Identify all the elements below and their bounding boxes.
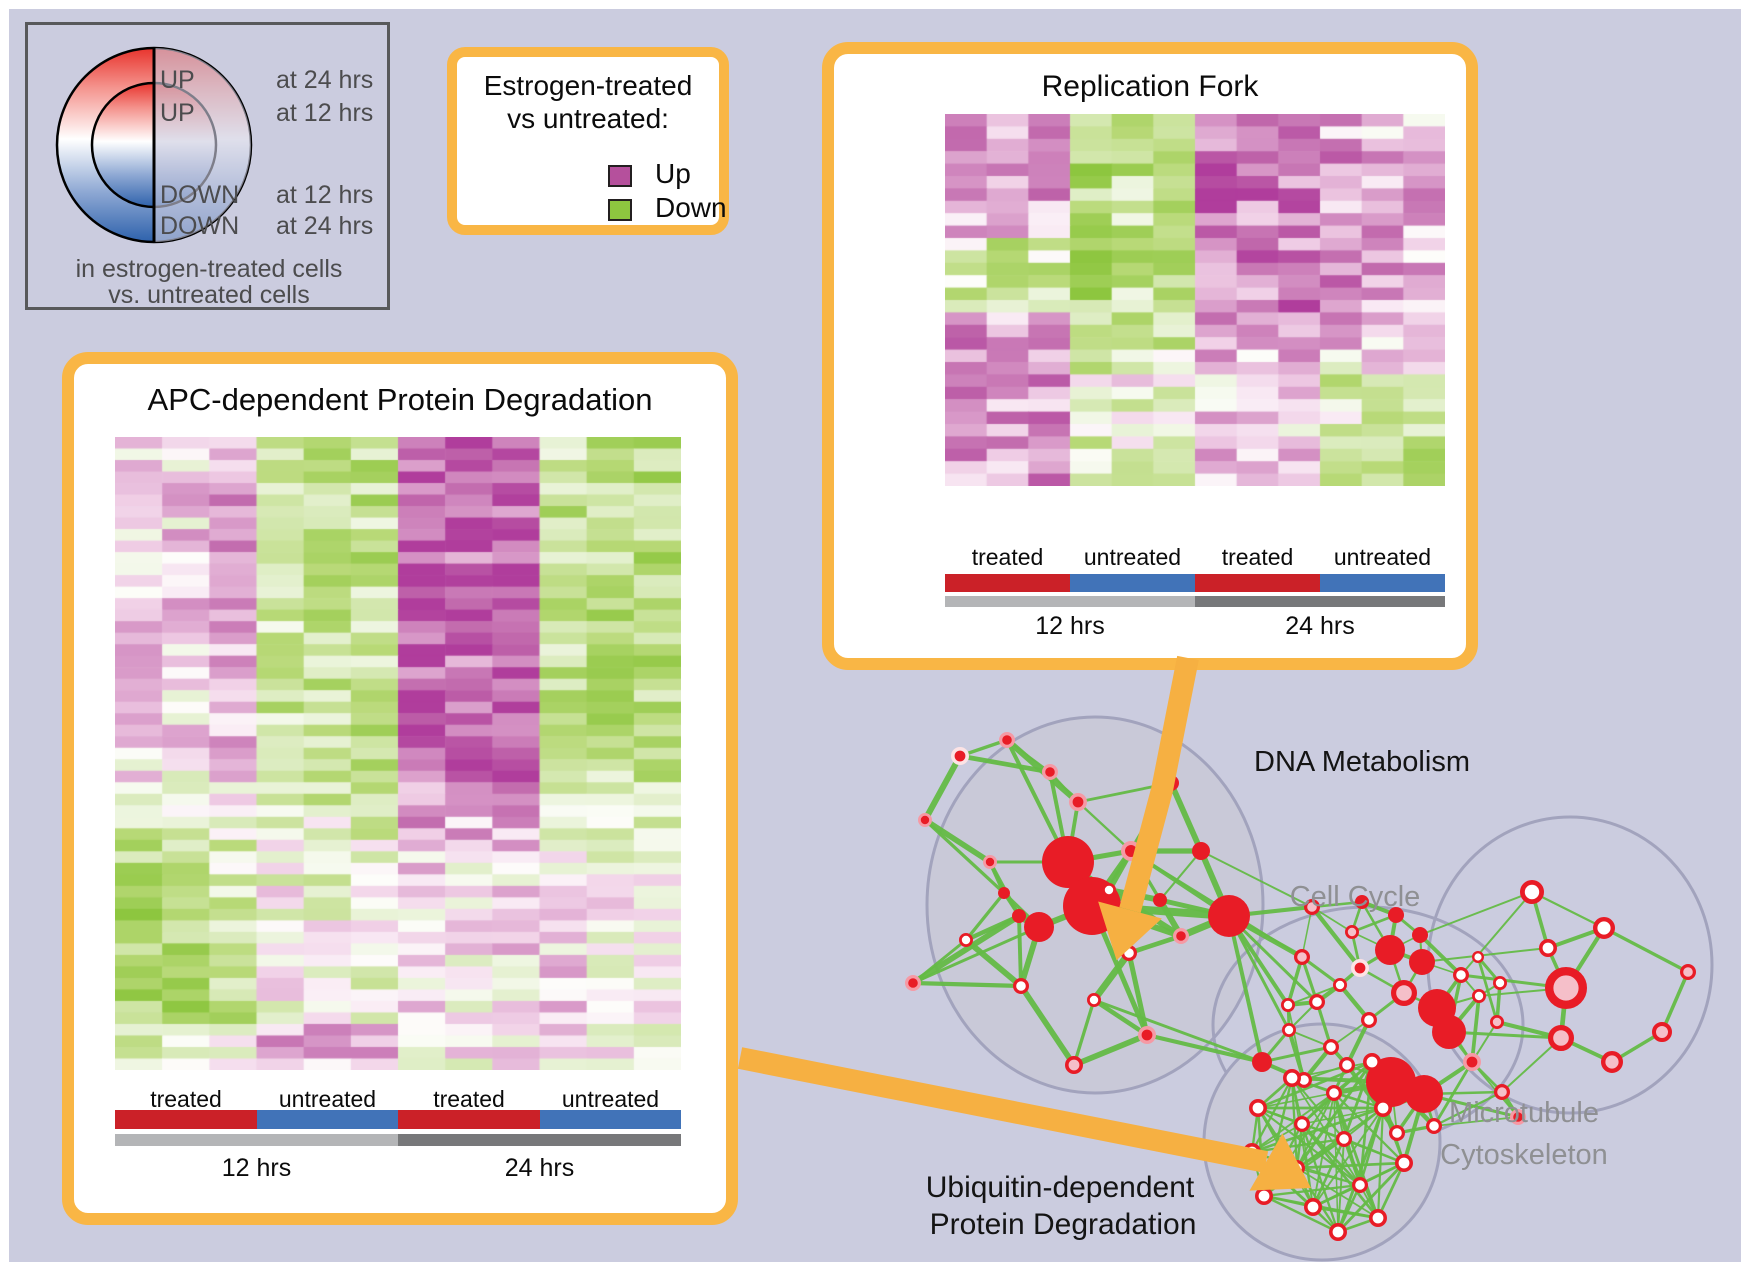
apc-24hrs-bar (398, 1134, 681, 1146)
replication-fork-title: Replication Fork (1041, 70, 1259, 103)
figure-canvas: UP at 24 hrs UP at 12 hrs DOWN at 12 hrs… (9, 9, 1741, 1262)
apc-degradation-panel: APC-dependent Protein Degradation treate… (62, 352, 738, 1225)
estrogen-legend-title: Estrogen-treated vs untreated: (457, 69, 719, 135)
microtubule-label-line1: Microtubule (1449, 1097, 1599, 1129)
up-12-time: at 12 hrs (276, 99, 373, 127)
estrogen-legend-title-line1: Estrogen-treated (483, 70, 693, 101)
enrichment-network-diagram: DNA Metabolism Cell Cycle Microtubule Cy… (737, 655, 1714, 1262)
ubiquitin-label-line1: Ubiquitin-dependent (926, 1171, 1195, 1204)
faded-right-half (154, 48, 251, 242)
rep-group-label-1: treated (971, 544, 1044, 570)
apc-group-label-1: treated (150, 1086, 222, 1112)
up-24-word: UP (160, 66, 195, 94)
estrogen-legend-title-line2: vs untreated: (507, 103, 669, 134)
panel-link-arrows (737, 655, 1312, 1191)
apc-group-label-2: untreated (278, 1086, 377, 1112)
rep-untreated-bar-12 (1070, 574, 1195, 592)
estrogen-legend-box: Estrogen-treated vs untreated: Up Down (447, 47, 729, 235)
down-24-time: at 24 hrs (276, 212, 373, 240)
rep-untreated-bar-24 (1320, 574, 1445, 592)
down-label: Down (655, 192, 727, 223)
down-24-word: DOWN (160, 212, 239, 240)
apc-heatmap (115, 437, 681, 1070)
down-12-time: at 12 hrs (276, 181, 373, 209)
down-12-word: DOWN (160, 181, 239, 209)
circle-legend-caption-2: vs. untreated cells (108, 281, 310, 307)
rep-treated-bar-12 (945, 574, 1070, 592)
apc-untreated-bar-12 (257, 1110, 398, 1129)
apc-12hrs-label: 12 hrs (221, 1154, 292, 1182)
apc-group-label-4: untreated (561, 1086, 660, 1112)
replication-fork-panel: Replication Fork treated untreated treat… (822, 42, 1478, 670)
replication-fork-heatmap (945, 114, 1445, 486)
up-label: Up (655, 158, 691, 189)
ubiquitin-label-line2: Protein Degradation (930, 1208, 1197, 1241)
rep-group-label-4: untreated (1333, 544, 1432, 570)
dna-metabolism-label: DNA Metabolism (1254, 746, 1470, 778)
down-color-swatch (608, 199, 632, 221)
rep-24hrs-label: 24 hrs (1285, 612, 1355, 640)
apc-untreated-bar-24 (540, 1110, 681, 1129)
apc-treated-bar-12 (115, 1110, 257, 1129)
up-color-swatch (608, 165, 632, 187)
circle-gradient-legend: UP at 24 hrs UP at 12 hrs DOWN at 12 hrs… (25, 22, 390, 310)
apc-group-label-3: treated (433, 1086, 505, 1112)
apc-panel-title: APC-dependent Protein Degradation (147, 382, 653, 417)
rep-12hrs-label: 12 hrs (1035, 612, 1105, 640)
apc-24hrs-label: 24 hrs (504, 1154, 575, 1182)
up-12-word: UP (160, 99, 195, 127)
circle-legend-caption-1: in estrogen-treated cells (76, 255, 343, 283)
microtubule-label-line2: Cytoskeleton (1440, 1139, 1608, 1171)
rep-treated-bar-24 (1195, 574, 1320, 592)
apc-12hrs-bar (115, 1134, 398, 1146)
rep-group-label-2: untreated (1083, 544, 1182, 570)
rep-group-label-3: treated (1221, 544, 1294, 570)
rep-24hrs-bar (1195, 596, 1445, 607)
up-24-time: at 24 hrs (276, 66, 373, 94)
apc-treated-bar-24 (398, 1110, 540, 1129)
rep-12hrs-bar (945, 596, 1195, 607)
cell-cycle-label: Cell Cycle (1290, 881, 1421, 913)
network-nodes (904, 731, 1696, 1242)
circle-legend-graphic: UP at 24 hrs UP at 12 hrs DOWN at 12 hrs… (55, 46, 373, 309)
